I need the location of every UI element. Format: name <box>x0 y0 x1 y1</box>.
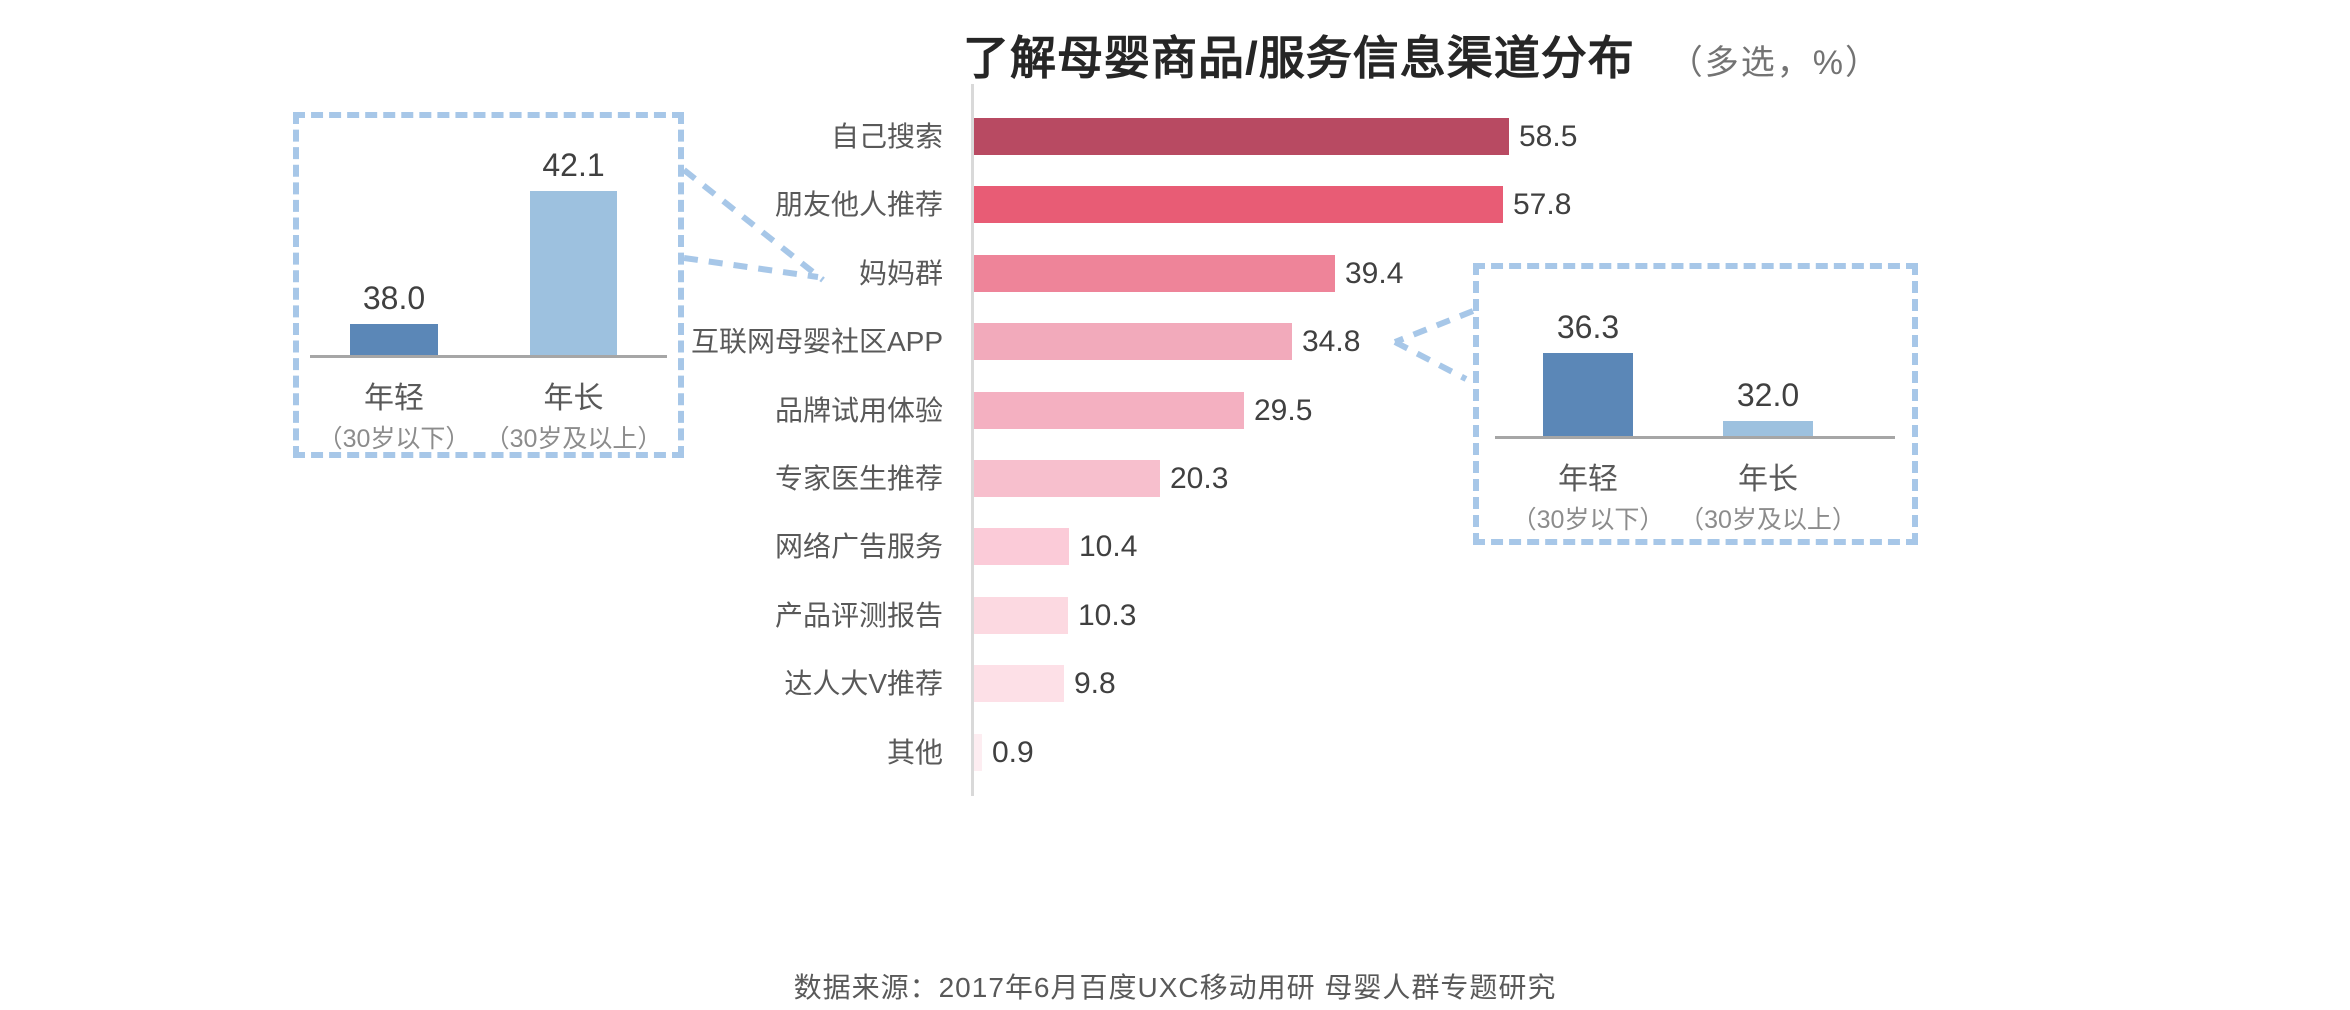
chart-subtitle-note: （多选，%） <box>1668 44 1882 82</box>
inset-chart-left-box: 38.0 年轻 （30岁以下） 42.1 年长 （30岁及以上） <box>293 112 684 458</box>
category-label: 产品评测报告 <box>774 600 943 631</box>
value-label: 39.4 <box>1345 257 1404 290</box>
inset-chart-right-box: 36.3 年轻 （30岁以下） 32.0 年长 （30岁及以上） <box>1473 263 1918 545</box>
value-label: 34.8 <box>1302 325 1361 358</box>
data-source-note: 数据来源：2017年6月百度UXC移动用研 母婴人群专题研究 <box>793 972 1557 1003</box>
value-label: 10.3 <box>1078 599 1137 632</box>
bar <box>974 734 982 771</box>
inset-category-label: 年长 <box>543 382 604 415</box>
value-label: 9.8 <box>1074 667 1116 700</box>
category-label: 品牌试用体验 <box>774 395 943 426</box>
bar <box>974 392 1244 429</box>
inset-category-label: 年轻 <box>1558 463 1618 496</box>
inset-category-note: （30岁及以上） <box>1679 506 1857 534</box>
category-label: 自己搜索 <box>830 121 943 152</box>
inset-bar <box>1723 421 1813 436</box>
inset-bar <box>350 324 438 355</box>
bar <box>974 186 1503 223</box>
category-label: 互联网母婴社区APP <box>690 326 943 357</box>
inset-category-label: 年长 <box>1738 463 1798 496</box>
inset-value-label: 38.0 <box>362 280 426 316</box>
inset-bar <box>1543 353 1633 436</box>
value-label: 29.5 <box>1254 394 1313 427</box>
inset-value-label: 42.1 <box>542 147 605 183</box>
callout-line-right-lower <box>1393 339 1468 382</box>
bar <box>974 528 1069 565</box>
inset-category-note: （30岁以下） <box>317 425 471 453</box>
bar <box>974 460 1160 497</box>
inset-value-label: 36.3 <box>1556 309 1620 345</box>
value-label: 10.4 <box>1079 530 1138 563</box>
inset-value-label: 32.0 <box>1736 377 1800 413</box>
value-label: 57.8 <box>1513 188 1572 221</box>
callout-line-right-upper <box>1393 308 1475 345</box>
bar <box>974 118 1509 155</box>
inset-category-label: 年轻 <box>364 382 424 415</box>
category-label: 妈妈群 <box>858 258 943 289</box>
inset-axis-line <box>310 355 667 358</box>
category-label: 专家医生推荐 <box>774 463 943 494</box>
inset-bar <box>530 191 617 355</box>
category-label: 其他 <box>886 737 943 768</box>
bar <box>974 255 1335 292</box>
chart-title: 了解母婴商品/服务信息渠道分布 <box>963 32 1635 84</box>
main-chart-axis-line <box>971 84 974 796</box>
category-label: 网络广告服务 <box>774 531 943 562</box>
value-label: 20.3 <box>1170 462 1229 495</box>
bar <box>974 597 1068 634</box>
category-label: 达人大V推荐 <box>784 668 943 699</box>
value-label: 0.9 <box>992 736 1034 769</box>
title-row: 了解母婴商品/服务信息渠道分布 （多选，%） <box>963 22 1881 88</box>
value-label: 58.5 <box>1519 120 1578 153</box>
bar <box>974 665 1064 702</box>
inset-axis-line <box>1495 436 1895 439</box>
bar <box>974 323 1292 360</box>
inset-category-note: （30岁及以上） <box>484 425 663 453</box>
inset-category-note: （30岁以下） <box>1511 506 1665 534</box>
